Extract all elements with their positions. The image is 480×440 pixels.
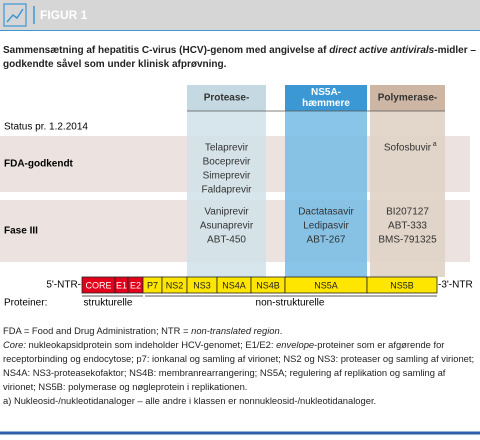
footnote-text: nukleokapsidprotein som indeholder HCV-g… [25,339,277,350]
footnote: a) Nukleosid-/nukleotidanaloger – alle a… [3,394,475,408]
footnotes: FDA = Food and Drug Administration; NTR … [3,324,475,408]
row-label: FDA-godkendt [4,159,74,170]
column-label: NS5A- [311,87,341,98]
footnote-marker: a [433,141,437,148]
drug-name: ABT-267 [307,235,346,246]
drug-name: Asunaprevir [200,221,254,232]
title-text: -midler – godkendte såvel som under klin… [3,45,476,70]
column-header [285,85,367,111]
segment-label: NS3 [193,280,211,290]
footnote: FDA = Food and Drug Administration; NTR … [3,324,475,338]
column-body [370,111,445,277]
drug-name: ABT-333 [388,221,427,232]
footnote-text: a) Nukleosid-/nukleotidanaloger – alle a… [3,395,377,406]
header-icon [3,3,27,27]
segment-label: E1 [116,280,127,290]
segment-label: NS5A [314,280,338,290]
segment-label: NS4B [256,280,280,290]
title-text: Sammensætning af hepatitis C-virus (HCV)… [3,45,330,56]
header-label: FIGUR 1 [40,8,88,22]
footnote-text: FDA = Food and Drug Administration; NTR … [3,325,192,336]
column-label: Protease- [204,93,250,104]
structural-label: strukturelle [84,298,133,309]
table: Protease- NS5A-hæmmere Polymerase- Status p… [0,85,473,309]
nonstructural-label: non-strukturelle [256,298,325,309]
segment-label: NS5B [390,280,414,290]
status: Status pr. 1.2.2014 [4,122,88,133]
column-label: hæmmere [302,98,350,109]
genome-segment [366,276,438,294]
footnote: Core: nukleokapsidprotein som indeholder… [3,338,475,394]
drug-name: Telaprevir [205,143,249,154]
header-bar [0,0,480,30]
drug-name: Dactatasavir [298,207,354,218]
drug-name: Faldaprevir [201,185,252,196]
column-label: Polymerase- [378,93,437,104]
segment-label: E2 [130,280,141,290]
row-label: Fase III [4,226,38,237]
drug-name: Boceprevir [203,157,251,168]
segment-label: CORE [85,280,111,290]
ntr-right: -3'-NTR [438,280,473,291]
drug-name: Vaniprevir [204,207,249,218]
drug-name: BMS-791325 [378,235,437,246]
protein-label: Proteiner: [4,298,47,309]
drug-name: Simeprevir [203,171,251,182]
segment-label: NS2 [166,280,184,290]
title: Sammensætning af hepatitis C-virus (HCV)… [3,44,477,72]
column-body [285,111,367,277]
ntr-left: 5'-NTR- [46,280,81,291]
footnote-italic: envelope [276,339,315,350]
column-header [187,85,266,111]
column-header [370,85,445,111]
drug-name: BI207127 [386,207,429,218]
segment-label: P7 [147,280,158,290]
footnote-italic: non-translated region [191,325,280,336]
title-italic: direct active antivirals [329,45,435,56]
footnote-text: -proteiner som er afgørende for receptor… [3,339,475,392]
footnote-text: . [279,325,283,336]
drug-name: Ledipasvir [303,221,349,232]
footnote-italic: Core: [3,339,26,350]
drug-name: Sofosbuvir [384,143,432,154]
column-body [187,111,266,277]
segment-label: NS4A [222,280,246,290]
drug-name: ABT-450 [207,235,246,246]
header-icon-line [6,8,24,23]
